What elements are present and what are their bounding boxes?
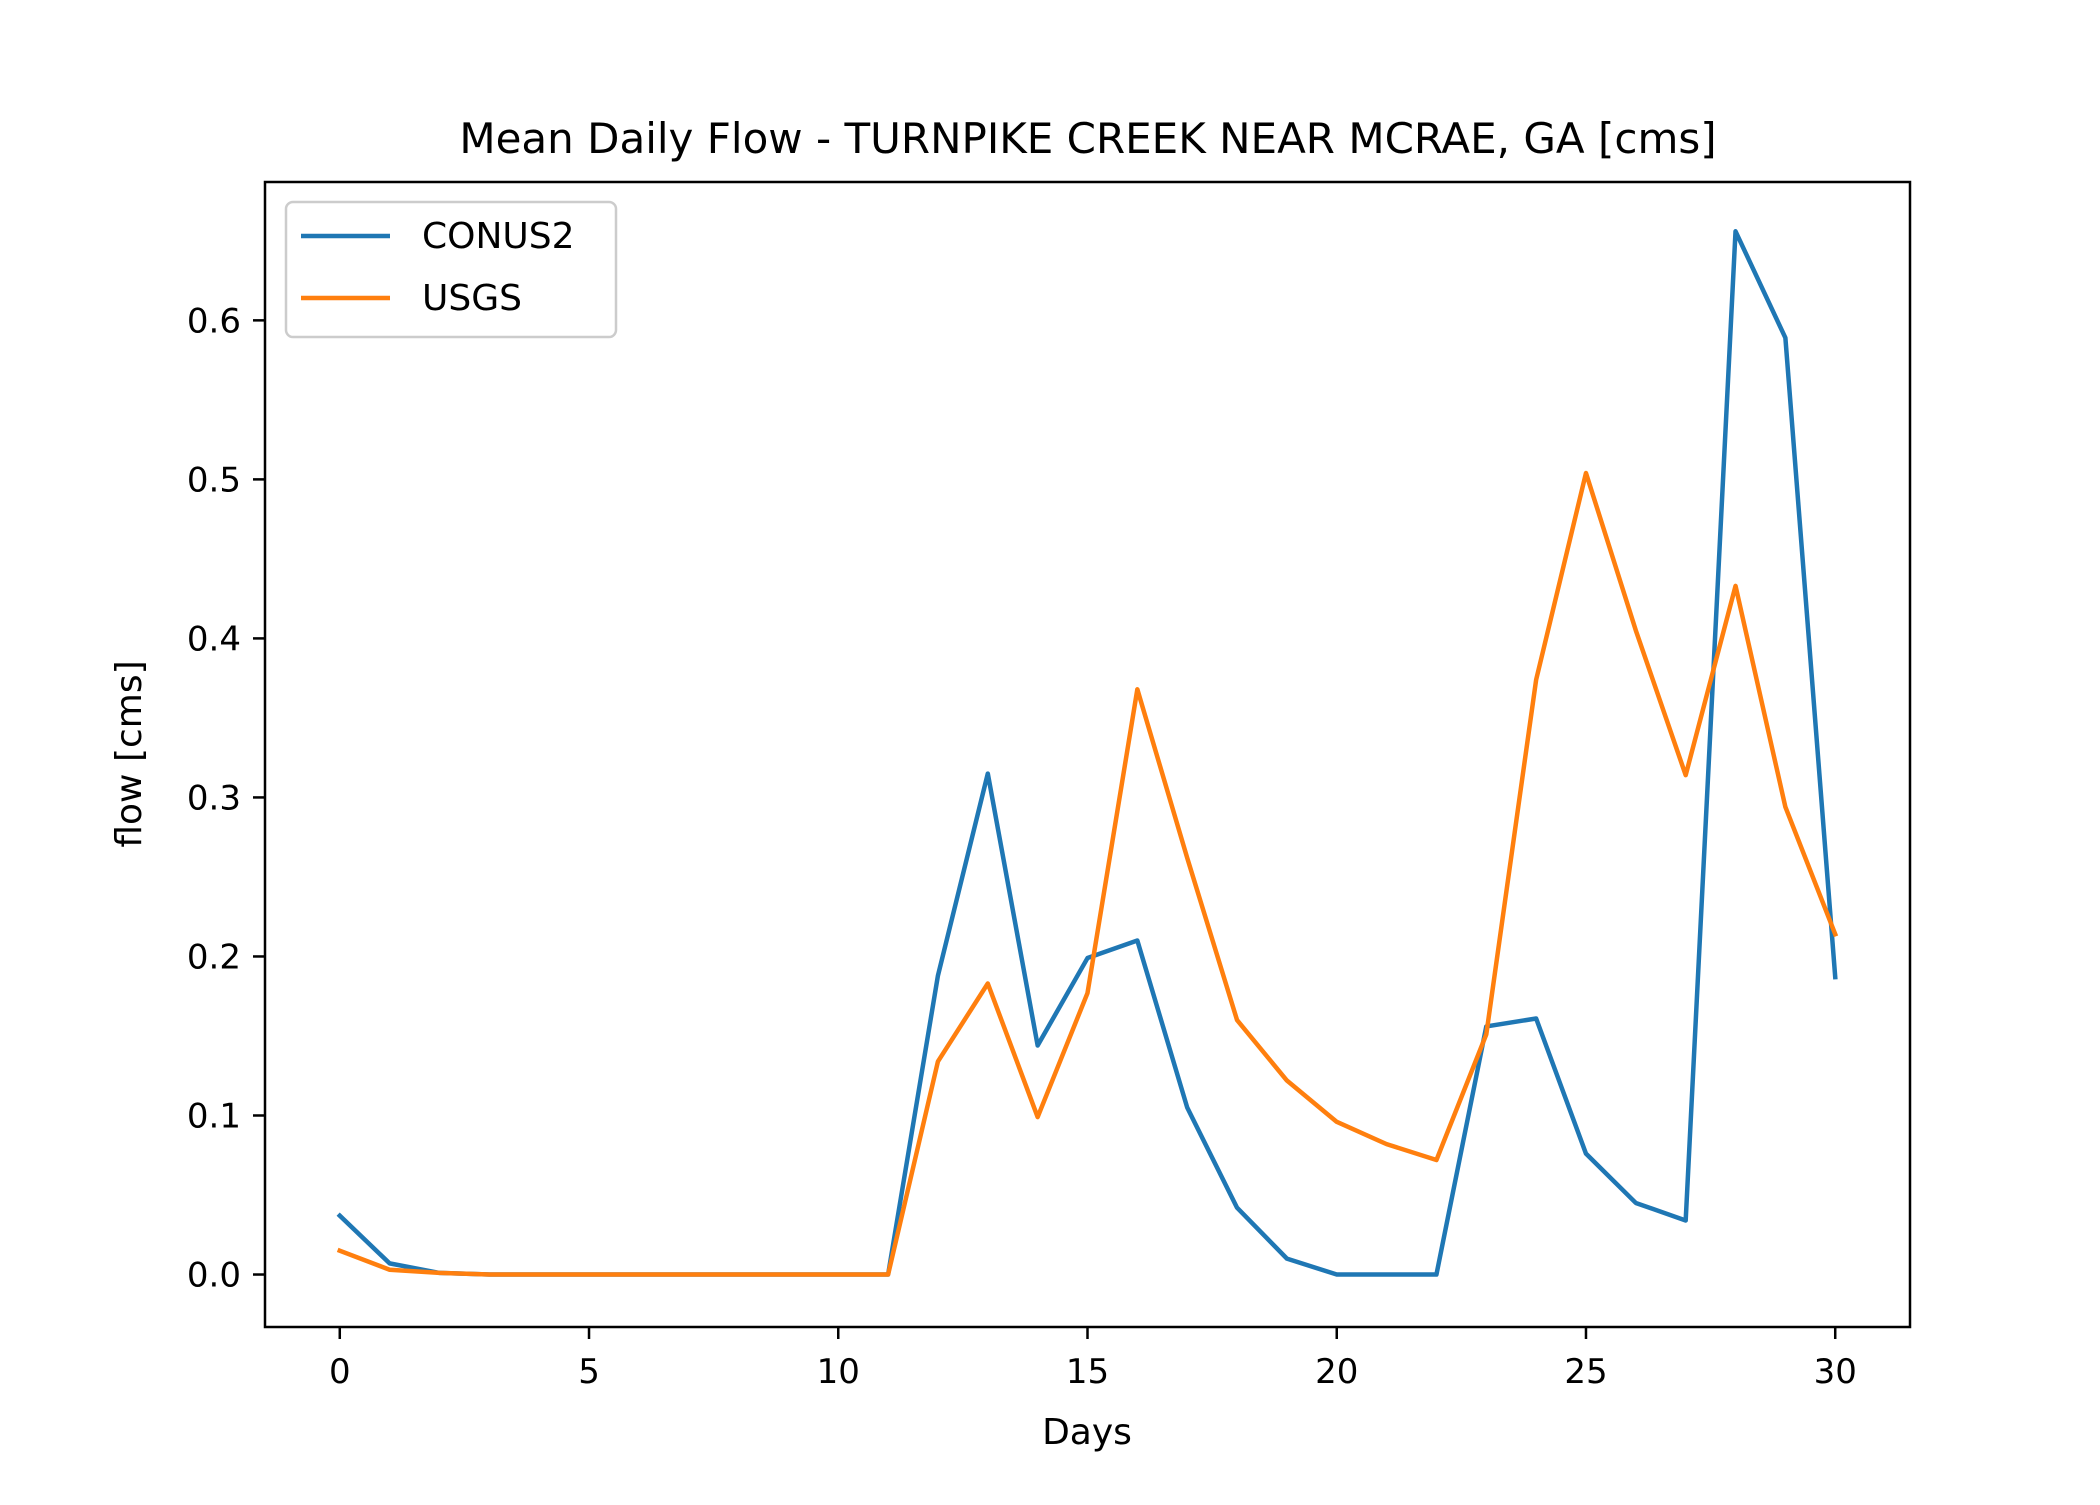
y-axis-label: flow [cms]	[109, 660, 150, 847]
x-tick-label: 10	[817, 1352, 860, 1392]
y-tick-label: 0.2	[187, 937, 241, 977]
chart-title: Mean Daily Flow - TURNPIKE CREEK NEAR MC…	[459, 114, 1716, 163]
y-tick-label: 0.0	[187, 1256, 241, 1296]
x-tick-label: 15	[1066, 1352, 1109, 1392]
legend: CONUS2 USGS	[286, 202, 616, 337]
x-tick-label: 30	[1814, 1352, 1857, 1392]
x-axis-label: Days	[1042, 1412, 1132, 1453]
legend-label-usgs: USGS	[422, 278, 522, 319]
x-tick-label: 0	[329, 1352, 351, 1392]
x-tick-label: 5	[578, 1352, 600, 1392]
y-tick-label: 0.3	[187, 778, 241, 818]
y-tick-label: 0.6	[187, 301, 241, 341]
y-tick-label: 0.4	[187, 619, 241, 659]
y-tick-label: 0.5	[187, 460, 241, 500]
x-tick-label: 25	[1564, 1352, 1607, 1392]
y-tick-label: 0.1	[187, 1096, 241, 1136]
x-tick-label: 20	[1315, 1352, 1358, 1392]
legend-label-conus2: CONUS2	[422, 216, 575, 257]
